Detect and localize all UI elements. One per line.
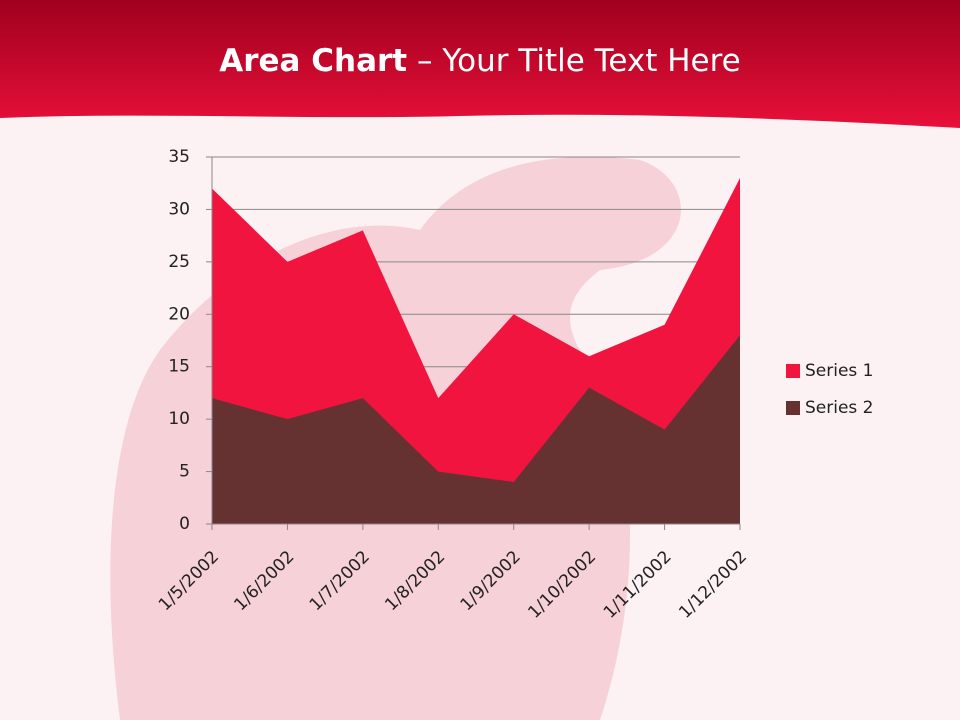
title-bold: Area Chart bbox=[219, 43, 407, 79]
y-tick-label: 35 bbox=[168, 147, 190, 167]
legend-swatch bbox=[786, 401, 800, 415]
legend-swatch bbox=[786, 364, 800, 378]
area bbox=[212, 335, 740, 524]
slide-title: Area Chart – Your Title Text Here bbox=[219, 43, 740, 79]
y-tick-label: 10 bbox=[168, 409, 190, 429]
legend-label: Series 1 bbox=[805, 361, 874, 381]
header-band bbox=[0, 0, 960, 128]
y-tick-label: 20 bbox=[168, 304, 190, 324]
y-tick-label: 15 bbox=[168, 357, 190, 377]
y-tick-label: 0 bbox=[179, 514, 190, 534]
legend-label: Series 2 bbox=[805, 398, 874, 418]
y-tick-label: 30 bbox=[168, 199, 190, 219]
y-tick-label: 25 bbox=[168, 252, 190, 272]
title-rest: – Your Title Text Here bbox=[407, 43, 741, 79]
y-tick-label: 5 bbox=[179, 462, 190, 482]
